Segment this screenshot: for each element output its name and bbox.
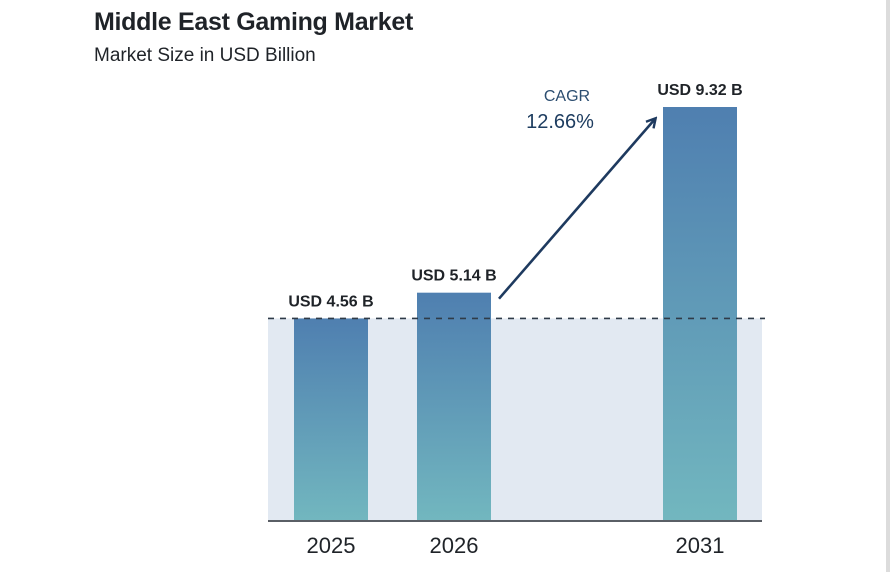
data-label: USD 9.32 B	[657, 82, 742, 99]
bar-2031	[663, 107, 737, 521]
x-tick-label: 2026	[430, 533, 479, 558]
data-label: USD 4.56 B	[288, 293, 373, 310]
x-tick-label: 2031	[676, 533, 725, 558]
chart-title: Middle East Gaming Market	[94, 8, 413, 36]
cagr-value: 12.66%	[526, 111, 594, 133]
x-tick-label: 2025	[307, 533, 356, 558]
cagr-label: CAGR	[544, 88, 590, 105]
chart-subtitle: Market Size in USD Billion	[94, 45, 316, 66]
data-label: USD 5.14 B	[411, 268, 496, 285]
bar-2025	[294, 318, 368, 521]
frame-edge	[886, 0, 890, 572]
cagr-arrow	[498, 119, 655, 300]
bar-2026	[417, 292, 491, 521]
